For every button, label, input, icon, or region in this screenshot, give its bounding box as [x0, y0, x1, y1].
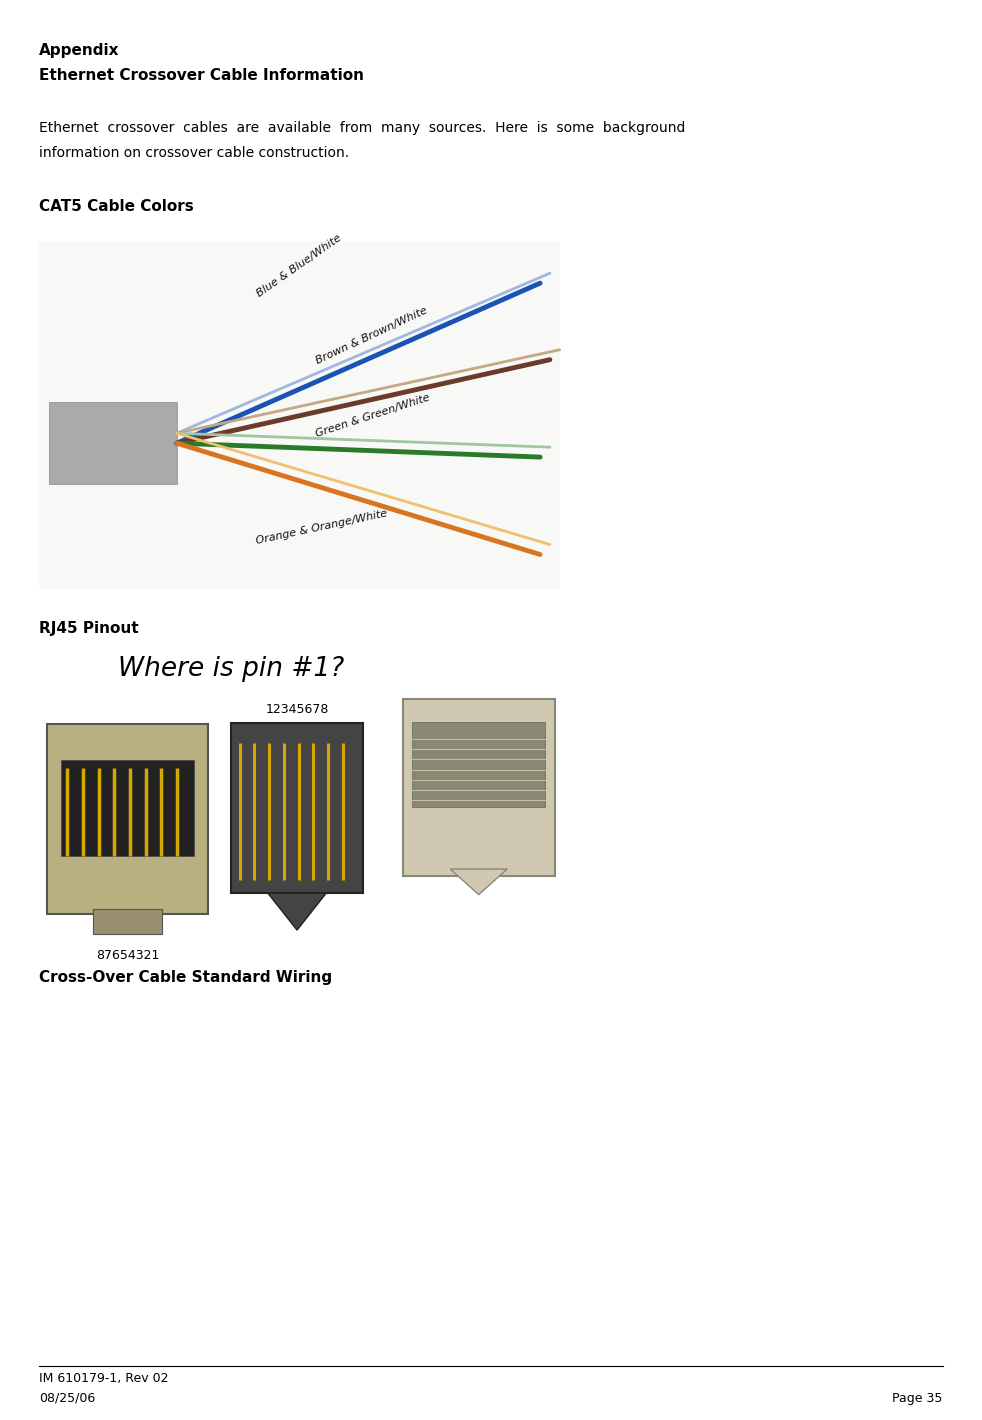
Text: Page 35: Page 35 — [893, 1392, 943, 1404]
Text: Ethernet Crossover Cable Information: Ethernet Crossover Cable Information — [39, 68, 364, 84]
Polygon shape — [450, 869, 507, 895]
FancyBboxPatch shape — [412, 721, 545, 807]
Text: Where is pin #1?: Where is pin #1? — [118, 656, 344, 682]
FancyBboxPatch shape — [39, 649, 678, 947]
Text: Cross-Over Cable Standard Wiring: Cross-Over Cable Standard Wiring — [39, 970, 332, 985]
Text: Brown & Brown/White: Brown & Brown/White — [314, 305, 429, 365]
Text: Orange & Orange/White: Orange & Orange/White — [255, 508, 389, 545]
FancyBboxPatch shape — [61, 760, 194, 856]
Text: information on crossover cable construction.: information on crossover cable construct… — [39, 146, 350, 160]
Text: Ethernet  crossover  cables  are  available  from  many  sources.  Here  is  som: Ethernet crossover cables are available … — [39, 121, 685, 135]
FancyBboxPatch shape — [49, 402, 177, 484]
Text: Blue & Blue/White: Blue & Blue/White — [255, 233, 344, 298]
Text: CAT5 Cable Colors: CAT5 Cable Colors — [39, 199, 194, 214]
Text: 12345678: 12345678 — [265, 703, 329, 716]
Text: Appendix: Appendix — [39, 43, 120, 58]
Polygon shape — [268, 893, 326, 930]
Text: IM 610179-1, Rev 02: IM 610179-1, Rev 02 — [39, 1372, 169, 1384]
Text: 08/25/06: 08/25/06 — [39, 1392, 95, 1404]
FancyBboxPatch shape — [47, 724, 208, 914]
Text: 87654321: 87654321 — [96, 949, 159, 961]
FancyBboxPatch shape — [93, 909, 162, 934]
Text: RJ45 Pinout: RJ45 Pinout — [39, 621, 138, 636]
FancyBboxPatch shape — [39, 241, 560, 589]
Text: Green & Green/White: Green & Green/White — [314, 392, 431, 439]
FancyBboxPatch shape — [231, 723, 363, 893]
FancyBboxPatch shape — [403, 699, 555, 876]
